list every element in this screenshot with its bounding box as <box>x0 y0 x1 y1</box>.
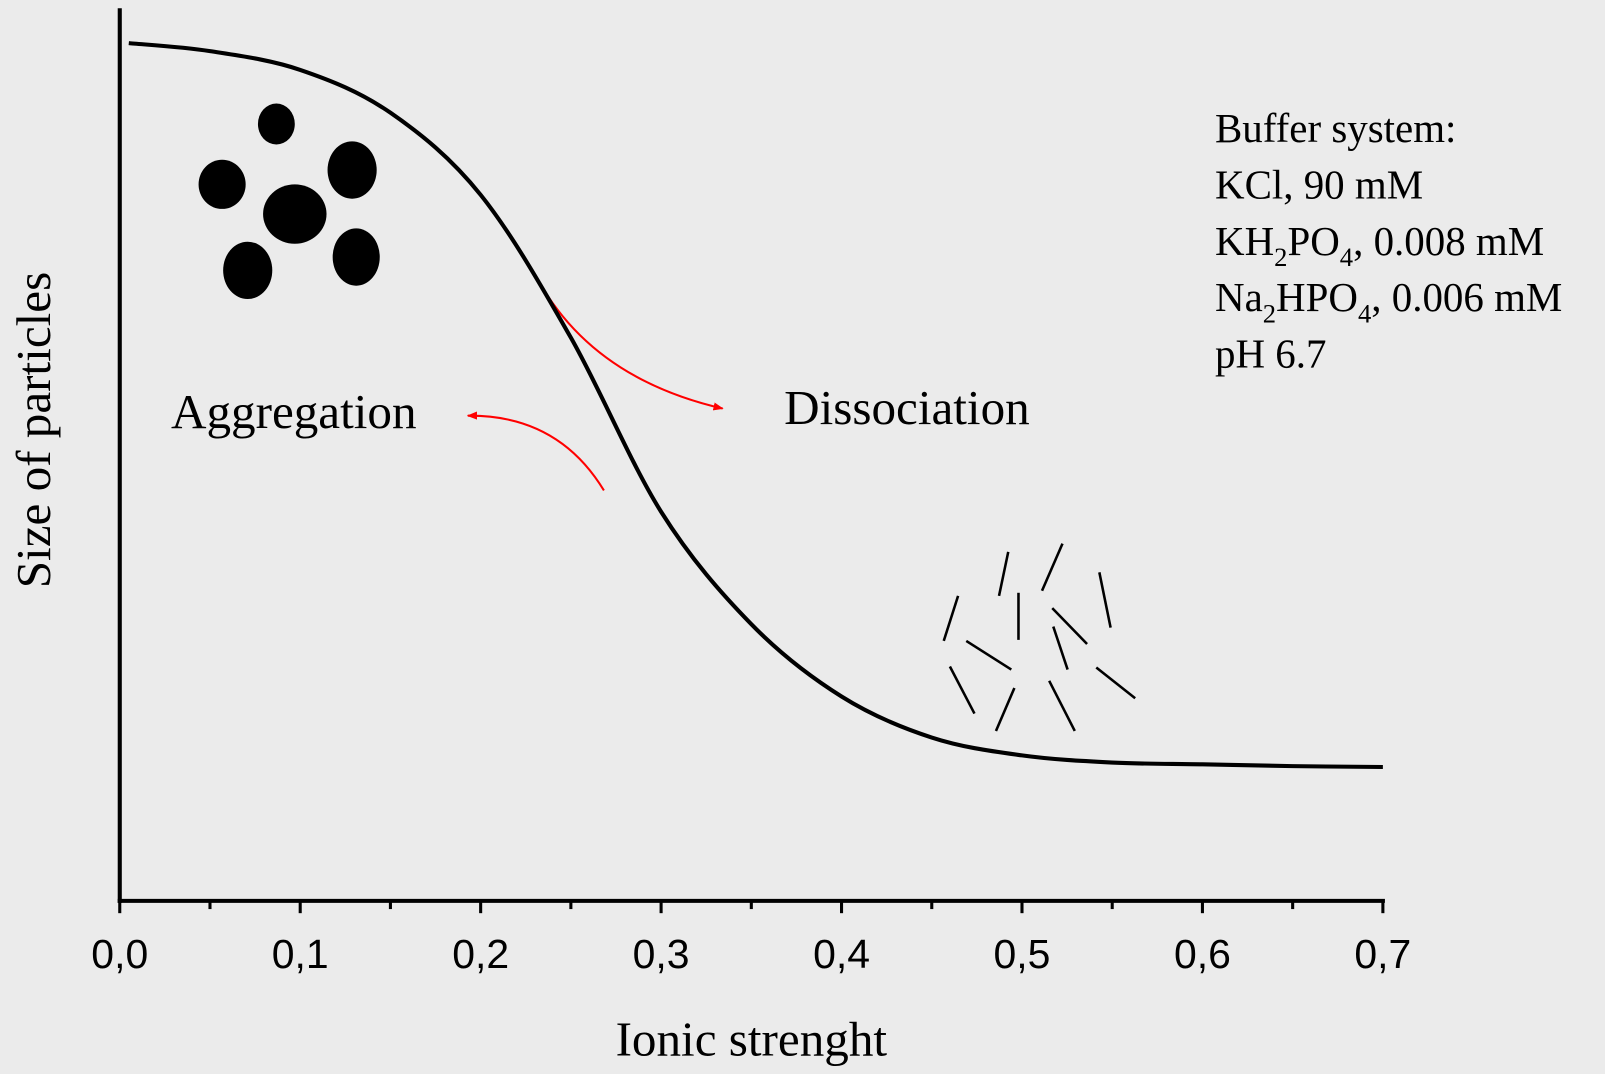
buffer-line: KCl, 90 mM <box>1215 163 1423 208</box>
annotation: Aggregation <box>171 384 417 439</box>
x-tick-label: 0,1 <box>272 931 329 977</box>
y-axis-label: Size of particles <box>6 272 61 588</box>
x-tick-label: 0,5 <box>994 931 1051 977</box>
text-segment: HPO <box>1276 275 1358 320</box>
x-tick-label: 0,7 <box>1354 931 1411 977</box>
arrow <box>466 411 605 491</box>
text-segment: pH 6.7 <box>1215 332 1326 377</box>
curve <box>128 41 1383 770</box>
annotation: Dissociation <box>784 380 1030 435</box>
buffer-line: Na2HPO4, 0.006 mM <box>1215 275 1562 328</box>
x-tick-label: 0,3 <box>633 931 690 977</box>
buffer-line: KH2PO4, 0.008 mM <box>1215 219 1544 272</box>
buffer-line: pH 6.7 <box>1215 332 1326 377</box>
x-tick-label: 0,2 <box>452 931 509 977</box>
x-tick-label: 0,6 <box>1174 931 1231 977</box>
x-axis-label: Ionic strenght <box>616 1011 888 1066</box>
text-segment: KCl, 90 mM <box>1215 163 1423 208</box>
text-segment: KH <box>1215 219 1274 264</box>
dissociated-particles <box>942 543 1136 732</box>
x-tick-label: 0,0 <box>91 931 148 977</box>
subscript: 2 <box>1263 299 1276 329</box>
text-segment: , 0.008 mM <box>1353 219 1544 264</box>
subscript: 4 <box>1340 242 1353 272</box>
text-segment: , 0.006 mM <box>1371 275 1562 320</box>
text-segment: Na <box>1215 275 1263 320</box>
buffer-line: Buffer system: <box>1215 107 1456 152</box>
x-tick-label: 0,4 <box>813 931 870 977</box>
text-segment: PO <box>1287 219 1339 264</box>
text-segment: Buffer system: <box>1215 107 1456 152</box>
subscript: 4 <box>1358 299 1371 329</box>
subscript: 2 <box>1274 242 1287 272</box>
aggregated-particles <box>198 103 380 300</box>
